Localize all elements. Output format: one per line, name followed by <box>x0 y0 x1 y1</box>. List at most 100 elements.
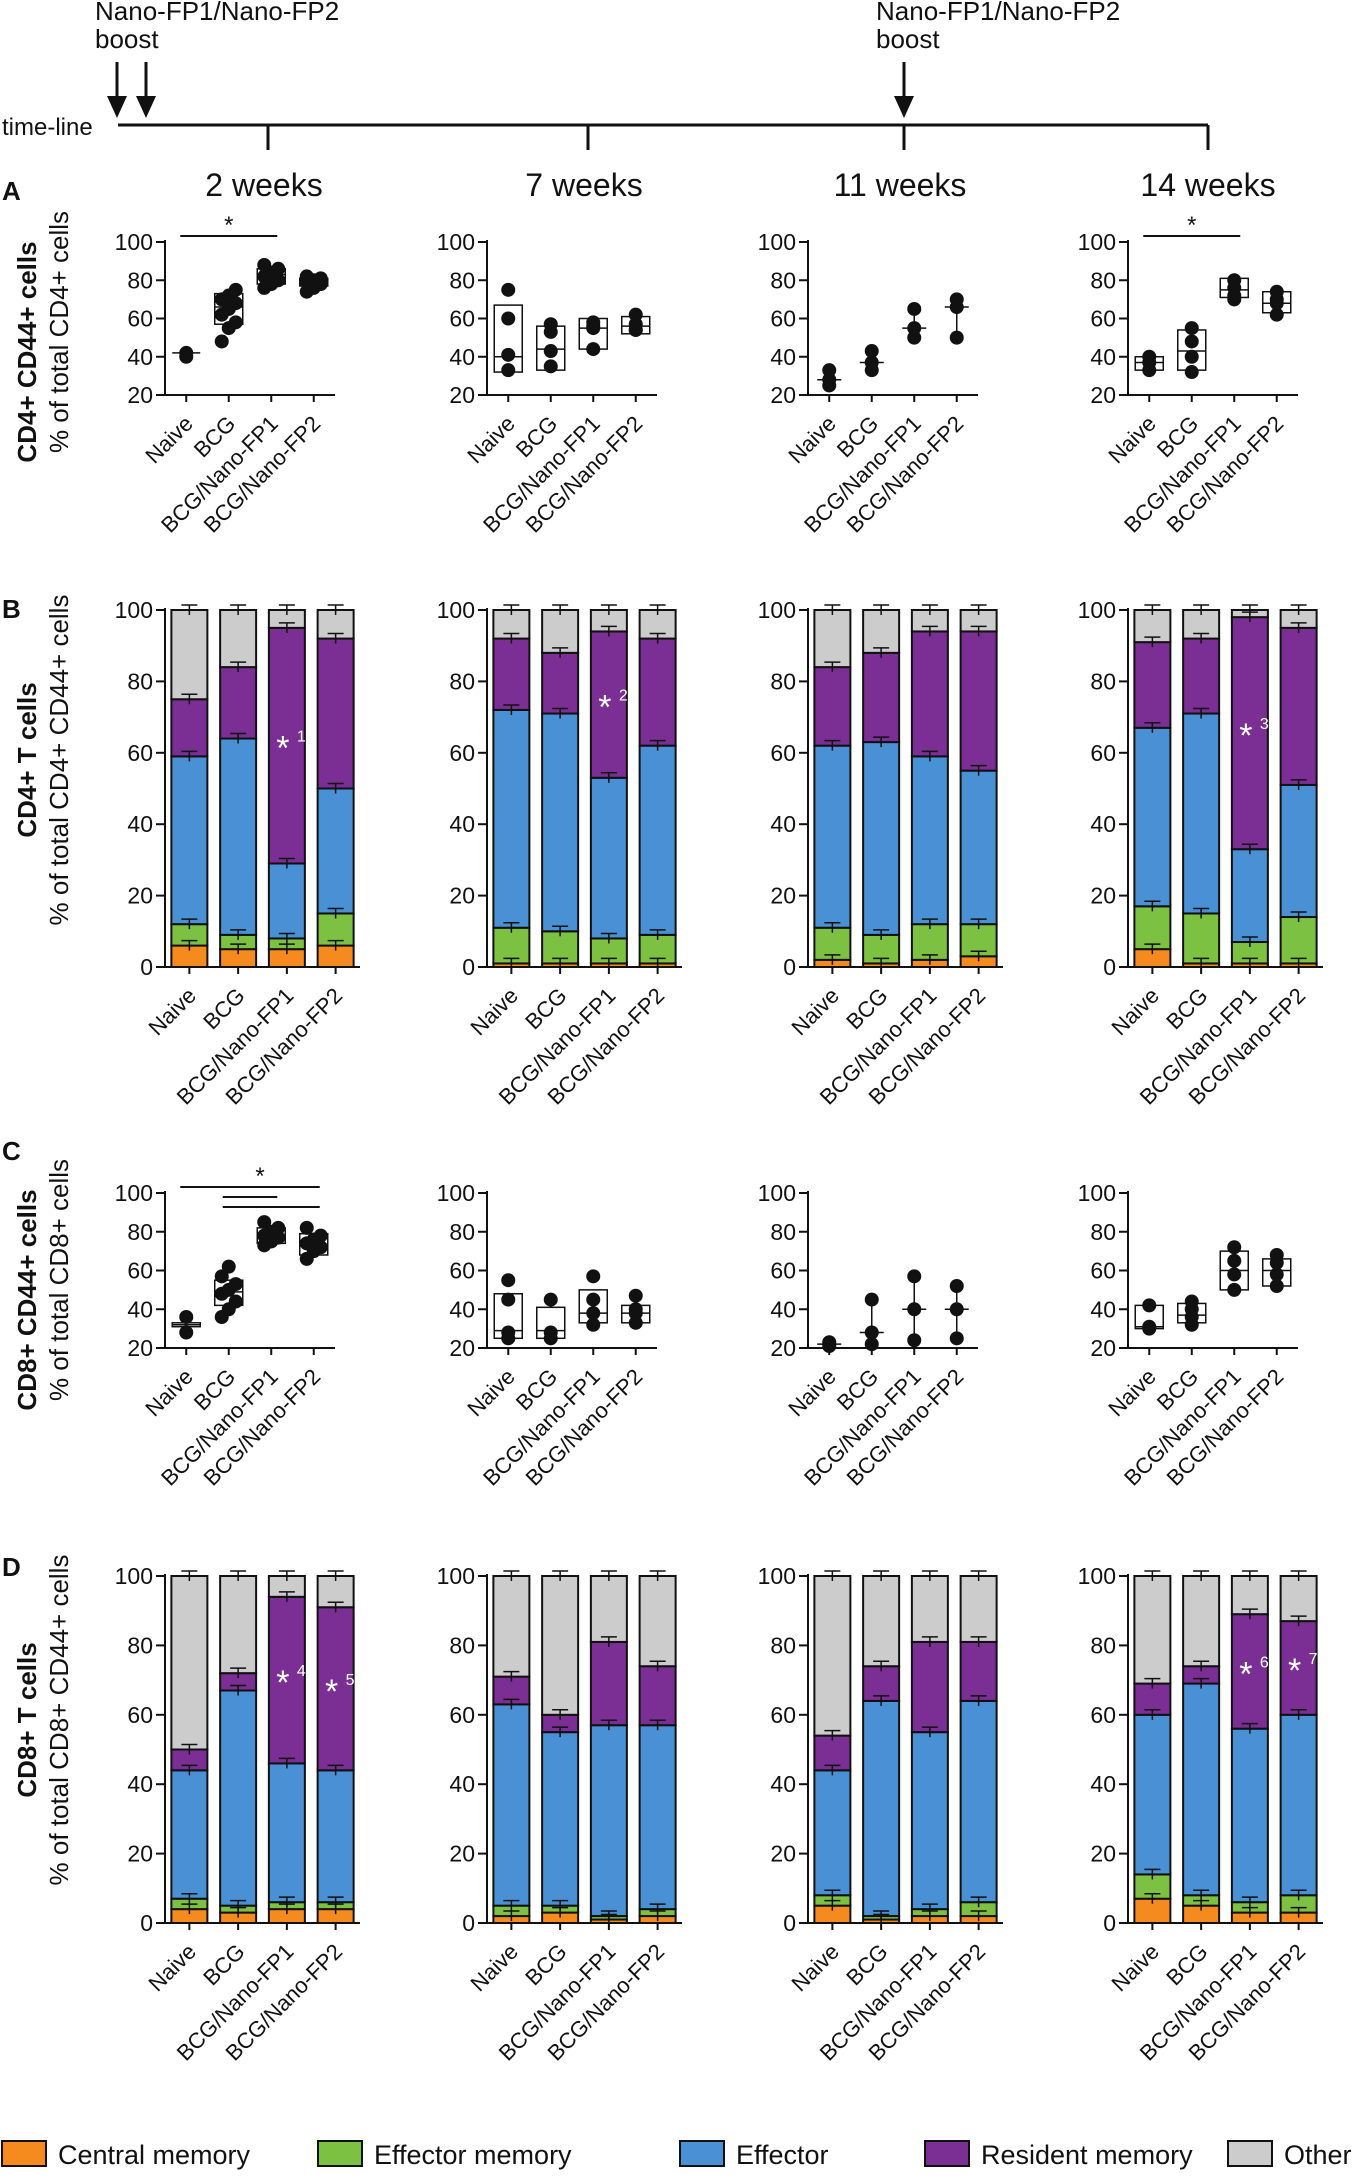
data-point <box>1142 1319 1157 1334</box>
y-tick-label: 0 <box>1103 1910 1116 1936</box>
bar-segment <box>541 1731 580 1907</box>
data-point <box>271 1220 286 1235</box>
data-point <box>907 1333 922 1348</box>
y-tick-label: 60 <box>1090 306 1116 332</box>
legend-item: Central memory <box>1 2140 251 2170</box>
data-point <box>501 1292 516 1307</box>
bar-segment <box>1182 1575 1221 1668</box>
boost-right-line1: Nano-FP1/Nano-FP2 <box>876 0 1120 26</box>
x-tick-label: Naive <box>465 983 522 1040</box>
bar-segment <box>541 1575 580 1716</box>
annotation-star: * <box>1239 1655 1252 1693</box>
bar-segment <box>1133 1575 1172 1685</box>
bar-segment <box>910 755 949 926</box>
bar-segment <box>1182 637 1221 715</box>
bar-segment <box>492 1575 531 1678</box>
y-tick-label: 0 <box>783 954 796 980</box>
y-tick-label: 60 <box>770 306 796 332</box>
data-point <box>1184 334 1199 349</box>
x-tick-label: Naive <box>786 983 843 1040</box>
subplot-d-1: 020406080100NaiveBCGBCG/Nano-FP1BCG/Nano… <box>115 1563 360 2065</box>
boost-arrow-icon <box>136 62 156 118</box>
data-point <box>586 315 601 330</box>
panel-letter-b: B <box>2 594 21 624</box>
bar-segment <box>316 1769 355 1904</box>
y-tick-label: 20 <box>449 382 475 408</box>
x-tick-label: Naive <box>140 1364 197 1421</box>
boost-arrow-icon <box>107 62 127 118</box>
bar-segment <box>267 1595 306 1765</box>
y-tick-label: 80 <box>449 1632 475 1658</box>
y-tick-label: 100 <box>437 1563 475 1589</box>
bar-segment <box>589 776 628 940</box>
x-tick-label: Naive <box>143 1939 200 1996</box>
bar-segment <box>170 755 209 926</box>
bar-segment <box>1279 1713 1318 1897</box>
bar-segment <box>492 1703 531 1907</box>
bar-segment <box>1133 609 1172 644</box>
bar-segment <box>170 1575 209 1751</box>
annotation-star: * <box>1239 717 1252 755</box>
y-tick-label: 80 <box>770 1219 796 1245</box>
y-tick-label: 20 <box>770 382 796 408</box>
bar-segment <box>170 609 209 701</box>
annotation-index: 1 <box>297 729 306 746</box>
bar-segment <box>541 609 580 654</box>
data-point <box>179 345 194 360</box>
data-point <box>221 1259 236 1274</box>
bar-segment <box>959 630 998 772</box>
ylabel-bold-a: CD4+ CD44+ cells <box>12 241 42 462</box>
bar-segment <box>910 1575 949 1643</box>
bar-segment <box>638 1575 677 1668</box>
bar-segment <box>219 1689 258 1907</box>
y-tick-label: 60 <box>1090 740 1116 766</box>
bar-segment <box>638 637 677 747</box>
y-tick-label: 40 <box>127 811 153 837</box>
bar-segment <box>492 637 531 711</box>
bar-segment <box>541 712 580 933</box>
timepoint-label: 14 weeks <box>1140 167 1275 203</box>
y-tick-label: 100 <box>758 1563 796 1589</box>
bar-segment <box>541 651 580 715</box>
legend-label: Effector <box>736 2140 829 2170</box>
timepoint-label: 11 weeks <box>834 167 967 203</box>
y-tick-label: 60 <box>449 1258 475 1284</box>
bar-segment <box>813 666 852 747</box>
data-point <box>543 1292 558 1307</box>
timepoint-label: 2 weeks <box>205 167 322 203</box>
annotation-star: * <box>276 730 289 768</box>
data-point <box>907 301 922 316</box>
timepoint-label: 7 weeks <box>525 167 642 203</box>
timeline: Nano-FP1/Nano-FP2 boost Nano-FP1/Nano-FP… <box>2 0 1276 203</box>
bar-segment <box>267 626 306 865</box>
y-tick-label: 60 <box>1090 1702 1116 1728</box>
data-point <box>228 315 243 330</box>
ylabel-bold-d: CD8+ T cells <box>12 1642 42 1797</box>
data-point <box>949 1331 964 1346</box>
y-tick-label: 80 <box>449 668 475 694</box>
data-point <box>179 1325 194 1340</box>
y-tick-label: 40 <box>449 1296 475 1322</box>
data-point <box>543 1325 558 1340</box>
bar-segment <box>862 651 901 744</box>
y-tick-label: 40 <box>1090 811 1116 837</box>
y-tick-label: 100 <box>115 229 153 255</box>
y-tick-label: 40 <box>127 1296 153 1322</box>
y-tick-label: 80 <box>127 668 153 694</box>
legend-item: Effector <box>679 2140 829 2170</box>
annotation-star: * <box>598 689 611 727</box>
data-point <box>586 1306 601 1321</box>
y-tick-label: 20 <box>1090 382 1116 408</box>
data-point <box>1269 1248 1284 1262</box>
y-tick-label: 20 <box>449 883 475 909</box>
data-point <box>628 1302 643 1317</box>
data-point <box>586 342 601 357</box>
data-point <box>864 1292 879 1307</box>
y-tick-label: 80 <box>1090 1632 1116 1658</box>
data-point <box>228 282 243 297</box>
subplot-b-3: 020406080100NaiveBCGBCG/Nano-FP1BCG/Nano… <box>758 597 1003 1109</box>
x-tick-label: Naive <box>462 1364 519 1421</box>
y-tick-label: 80 <box>449 1219 475 1245</box>
bar-segment <box>1182 1682 1221 1897</box>
subplot-d-2: 020406080100NaiveBCGBCG/Nano-FP1BCG/Nano… <box>437 1563 682 2065</box>
